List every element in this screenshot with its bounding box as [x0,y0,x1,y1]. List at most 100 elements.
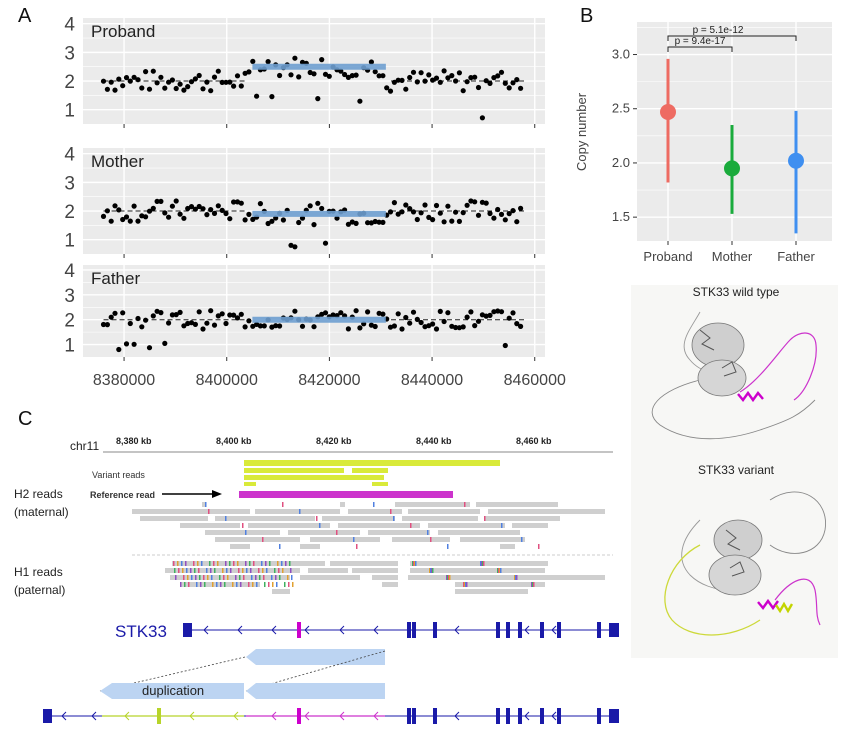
copy-number-point [395,211,401,217]
copy-number-point [181,87,187,93]
copy-number-point [372,218,378,225]
read [310,537,380,542]
copy-number-point [472,74,478,80]
mismatch-mark [251,575,253,580]
variant-read [244,482,256,486]
copy-number-point [345,326,351,332]
copy-number-point [116,207,122,213]
copy-number-point [104,322,110,328]
copy-number-point [422,202,428,208]
copy-number-point [116,76,122,82]
mismatch-mark [219,575,221,580]
variant-title: STK33 variant [698,463,775,477]
y-tick-label: 2 [64,311,75,332]
mismatch-mark [243,575,245,580]
copy-number-point [384,85,390,91]
mismatch-mark [220,582,222,587]
y-tick-label: 4 [64,145,75,166]
mismatch-mark [263,575,265,580]
copy-number-point [169,77,175,83]
mismatch-mark [180,582,182,587]
copy-number-point [395,311,401,317]
mismatch-mark [225,516,227,521]
p-value-label: p = 9.4e-17 [675,36,726,47]
mismatch-mark [500,568,502,573]
x-tick-label: 8380000 [93,372,155,389]
wild-type-structure [651,311,817,440]
mismatch-mark [282,502,284,507]
exon [506,622,510,638]
copy-number-point [468,75,474,81]
copy-number-point [510,80,516,86]
copy-number-point [166,320,172,326]
copy-number-point [104,208,110,214]
copy-number-point [211,210,218,216]
read [392,537,450,542]
mismatch-mark [449,575,451,580]
mismatch-mark [249,561,251,566]
copy-number-point [135,77,141,83]
exon [183,623,192,637]
read [408,575,605,580]
copy-number-point [403,202,409,208]
mismatch-mark [188,582,190,587]
copy-number-point [173,85,179,92]
copy-number-point [131,203,137,209]
y-tick-label: 1.5 [612,209,630,224]
strand-arrow-icon [524,625,530,635]
h1-label: H1 reads [14,565,63,579]
duplication-segment [246,683,385,699]
copy-number-point [143,317,149,323]
mismatch-mark [281,561,283,566]
copy-number-point [365,220,371,226]
exon [496,622,500,638]
read [395,502,470,507]
h1-label-sub: (paternal) [14,583,65,597]
mismatch-mark [214,568,216,573]
mismatch-mark [538,544,540,549]
mismatch-mark [262,568,264,573]
copy-number-point [215,203,221,209]
exon [407,622,411,638]
exon [297,708,301,724]
copy-number-point [330,312,336,318]
mismatch-mark [447,544,449,549]
copy-number-point [334,215,340,221]
copy-number-point [322,310,329,316]
copy-number-point [487,80,493,86]
mismatch-mark [259,575,261,580]
copy-number-point [192,206,198,212]
copy-number-point [403,86,409,92]
copy-number-point [315,200,321,206]
copy-number-point [215,68,221,74]
copy-number-point [495,206,501,213]
copy-number-point [246,69,252,75]
copy-number-point [387,88,394,94]
copy-number-point [399,209,405,215]
exon [157,708,161,724]
copy-number-point [143,214,149,220]
copy-number-point [502,80,508,86]
mismatch-mark [248,582,250,587]
mismatch-mark [194,568,196,573]
mismatch-mark [230,568,232,573]
copy-number-point [368,59,374,65]
copy-number-point [231,83,237,89]
copy-number-point [399,326,405,332]
copy-number-point [342,71,348,78]
copy-number-point [162,210,168,216]
y-tick-label: 3 [64,286,75,307]
copy-number-point [502,217,508,223]
mismatch-mark [483,561,485,566]
read [410,568,545,573]
mismatch-mark [223,575,225,580]
exon [297,622,301,638]
copy-number-point [464,314,470,320]
exon [43,709,52,723]
variant-read [244,475,384,480]
exon [407,708,411,724]
strand-arrow-icon [304,711,310,721]
copy-number-point [296,74,302,80]
mismatch-mark [198,568,200,573]
